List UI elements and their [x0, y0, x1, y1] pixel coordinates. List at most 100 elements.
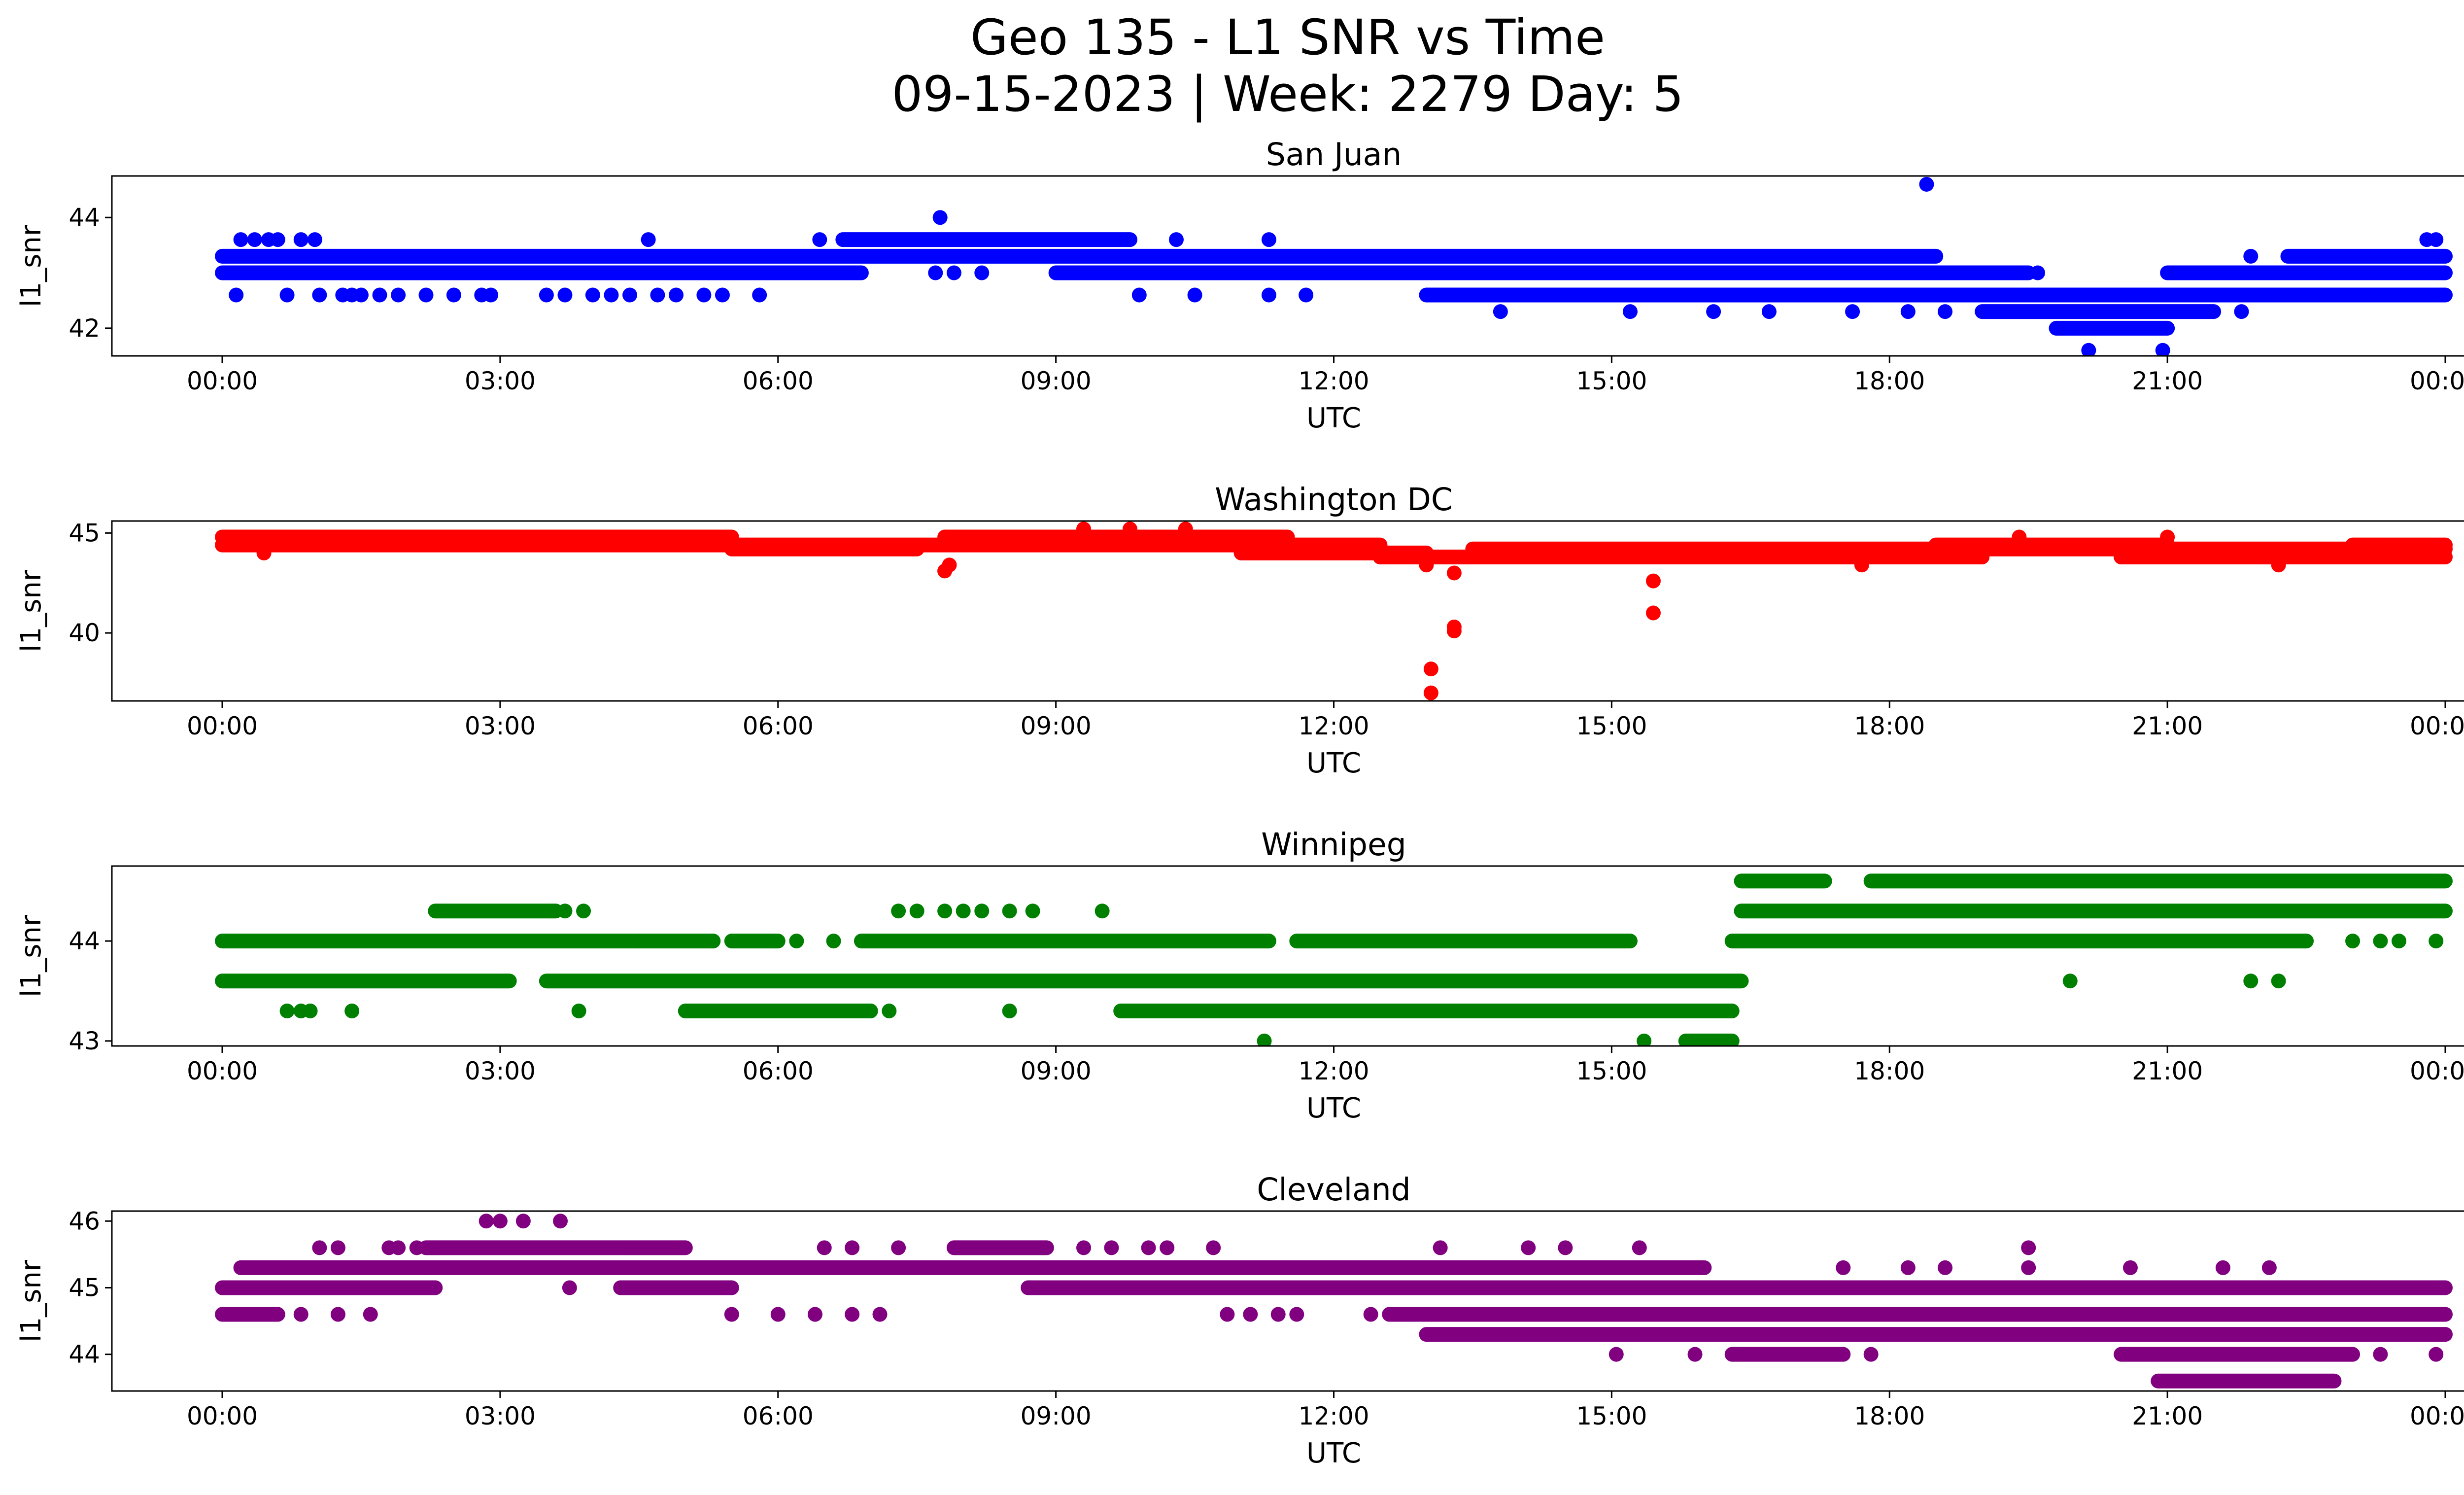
x-tick-label: 18:00: [1854, 712, 1925, 740]
x-tick-label: 00:00: [2410, 1402, 2464, 1430]
x-tick-label: 21:00: [2132, 712, 2203, 740]
y-tick-label: 44: [68, 1340, 100, 1369]
subplot-3: Cleveland 00:00 03:00 06:00 09:00 12:00 15:00 1…: [15, 1172, 2464, 1469]
data-point: [1178, 522, 1193, 537]
data-point: [2345, 934, 2361, 949]
x-tick-label: 06:00: [743, 1057, 814, 1085]
data-point: [2429, 232, 2444, 247]
data-points: [215, 522, 2453, 700]
data-point: [1261, 232, 1276, 247]
data-point: [622, 287, 638, 303]
data-point: [2160, 1280, 2175, 1295]
x-tick-label: 00:00: [187, 1402, 258, 1430]
data-point: [724, 1307, 739, 1322]
x-tick-label: 15:00: [1576, 1402, 1647, 1430]
data-point: [312, 287, 327, 303]
x-tick-label: 21:00: [2132, 1057, 2203, 1085]
data-point: [1206, 1240, 1221, 1255]
data-point: [789, 934, 804, 949]
data-point: [752, 287, 767, 303]
data-point: [233, 232, 248, 247]
data-point: [2030, 265, 2045, 280]
x-tick-label: 15:00: [1576, 712, 1647, 740]
data-point: [1622, 304, 1638, 319]
data-point: [479, 1214, 494, 1229]
data-point: [668, 287, 684, 303]
y-tick-label: 44: [68, 927, 100, 955]
data-point: [293, 1307, 308, 1322]
data-point: [891, 904, 906, 919]
data-point: [956, 904, 971, 919]
figure-title-line-2: 09-15-2023 | Week: 2279 Day: 5: [891, 66, 1683, 123]
x-tick-label: 09:00: [1021, 712, 1092, 740]
data-point: [1141, 1240, 1156, 1255]
data-points: [215, 1214, 2453, 1389]
data-point: [1076, 1240, 1092, 1255]
data-point: [2271, 557, 2286, 573]
subplot-title: Winnipeg: [1261, 827, 1406, 863]
data-point: [2234, 304, 2249, 319]
x-axis-label: UTC: [1306, 747, 1361, 779]
data-point: [1104, 1240, 1119, 1255]
data-point: [2243, 973, 2259, 989]
data-point: [2122, 1260, 2138, 1275]
data-point: [1608, 1347, 1624, 1362]
data-point: [307, 232, 322, 247]
x-tick-label: 06:00: [743, 367, 814, 395]
x-tick-label: 09:00: [1021, 1402, 1092, 1430]
data-point: [2429, 934, 2444, 949]
data-point: [553, 1214, 568, 1229]
data-point: [1131, 287, 1147, 303]
data-point: [1257, 1033, 1272, 1046]
data-point: [1919, 176, 1934, 192]
x-tick-label: 00:00: [187, 712, 258, 740]
data-point: [557, 904, 573, 919]
data-point: [2178, 1280, 2193, 1295]
data-point: [293, 232, 308, 247]
data-point: [932, 210, 948, 225]
y-tick-label: 44: [68, 203, 100, 232]
data-point: [2429, 1347, 2444, 1362]
y-axis-label: l1_snr: [15, 914, 47, 997]
x-tick-label: 09:00: [1021, 1057, 1092, 1085]
data-point: [946, 265, 961, 280]
x-axis-label: UTC: [1306, 1437, 1361, 1469]
subplot-title: San Juan: [1266, 137, 1402, 173]
data-point: [1493, 304, 1508, 319]
data-point: [1521, 1240, 1536, 1255]
y-tick-label: 46: [68, 1207, 100, 1235]
y-axis-label: l1_snr: [15, 1259, 47, 1342]
data-point: [1637, 1033, 1652, 1046]
x-tick-label: 03:00: [465, 367, 536, 395]
data-point: [1076, 522, 1092, 537]
data-point: [942, 557, 957, 573]
data-point: [585, 287, 600, 303]
subplot-title: Cleveland: [1257, 1172, 1410, 1208]
data-point: [576, 904, 591, 919]
data-point: [1645, 605, 1661, 621]
x-tick-label: 09:00: [1021, 367, 1092, 395]
data-point: [1900, 304, 1916, 319]
data-point: [1863, 1347, 1879, 1362]
data-point: [1558, 1240, 1573, 1255]
data-point: [1446, 619, 1462, 634]
x-tick-label: 06:00: [743, 1402, 814, 1430]
data-point: [1423, 661, 1438, 677]
x-tick-label: 21:00: [2132, 367, 2203, 395]
data-point: [492, 1214, 508, 1229]
data-point: [1270, 1307, 1286, 1322]
data-point: [1632, 1240, 1647, 1255]
x-tick-label: 21:00: [2132, 1402, 2203, 1430]
data-point: [1025, 904, 1040, 919]
data-point: [2345, 287, 2361, 303]
data-point: [1220, 1307, 1235, 1322]
data-point: [247, 232, 262, 247]
x-tick-label: 12:00: [1298, 367, 1369, 395]
data-point: [872, 1307, 888, 1322]
data-point: [446, 287, 461, 303]
data-point: [604, 287, 619, 303]
data-point: [641, 232, 656, 247]
y-tick-label: 43: [68, 1027, 100, 1055]
x-tick-label: 12:00: [1298, 712, 1369, 740]
